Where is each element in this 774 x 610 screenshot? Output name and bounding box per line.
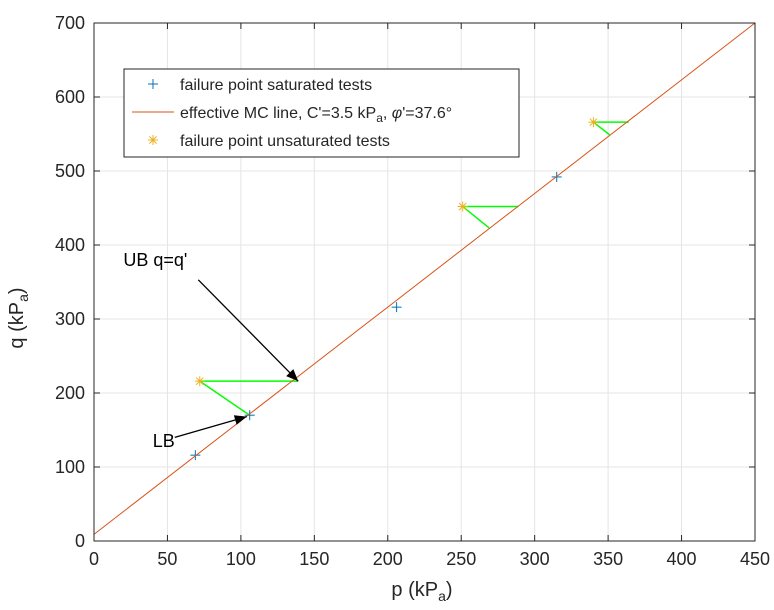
- y-tick-label: 0: [75, 531, 85, 551]
- x-tick-label: 250: [446, 549, 476, 569]
- series-layer: [93, 22, 756, 535]
- asterisk-stroke: [195, 377, 204, 386]
- asterisk-stroke: [458, 202, 467, 211]
- saturated-point: [244, 410, 255, 421]
- axes-box: [93, 22, 756, 542]
- axes-frame: [93, 22, 756, 542]
- x-tick-label: 100: [226, 549, 256, 569]
- x-tick-label: 50: [157, 549, 177, 569]
- saturated-point: [391, 302, 402, 313]
- x-tick-label: 450: [740, 549, 770, 569]
- legend: failure point saturated tests effective M…: [123, 68, 520, 158]
- legend-entry-text: failure point saturated tests: [180, 77, 372, 94]
- unsaturated-point: [588, 117, 599, 128]
- annotations: UB q=q' LB: [123, 250, 299, 451]
- annotation-arrow-head: [286, 369, 299, 382]
- legend-box: [123, 68, 520, 158]
- annotation-label: LB: [153, 431, 175, 451]
- asterisk-stroke: [589, 118, 598, 127]
- y-tick-label: 600: [55, 87, 85, 107]
- unsaturated-point: [194, 376, 205, 387]
- legend-asterisk-marker: [149, 136, 157, 144]
- legend-entry-text: failure point unsaturated tests: [180, 133, 390, 150]
- x-tick-label: 300: [520, 549, 550, 569]
- saturated-point: [190, 450, 201, 461]
- x-tick-label: 200: [373, 549, 403, 569]
- annotation-arrow-line: [197, 279, 299, 382]
- unsaturated-point: [457, 201, 468, 212]
- annotation-arrow-line: [174, 416, 247, 439]
- x-tick-label: 350: [593, 549, 623, 569]
- y-tick-label: 100: [55, 457, 85, 477]
- y-tick-label: 500: [55, 161, 85, 181]
- tick-labels: 0 50 100 150 200 250 300 350 400 450 0 100 200 300 400…: [55, 13, 770, 569]
- annotation-arrow-head: [233, 415, 247, 425]
- y-tick-label: 700: [55, 13, 85, 33]
- y-tick-label: 200: [55, 383, 85, 403]
- y-tick-label: 400: [55, 235, 85, 255]
- mc-line: [93, 22, 756, 535]
- x-tick-label: 150: [299, 549, 329, 569]
- x-axis-title: p (kPa): [391, 579, 452, 604]
- x-tick-label: 400: [667, 549, 697, 569]
- y-tick-label: 300: [55, 309, 85, 329]
- y-axis-title: q (kPa): [6, 287, 31, 348]
- annotation-label: UB q=q': [123, 250, 187, 270]
- legend-entry-text: effective MC line, C'=3.5 kPa, φ'=37.6°: [180, 105, 452, 125]
- x-tick-label: 0: [89, 549, 99, 569]
